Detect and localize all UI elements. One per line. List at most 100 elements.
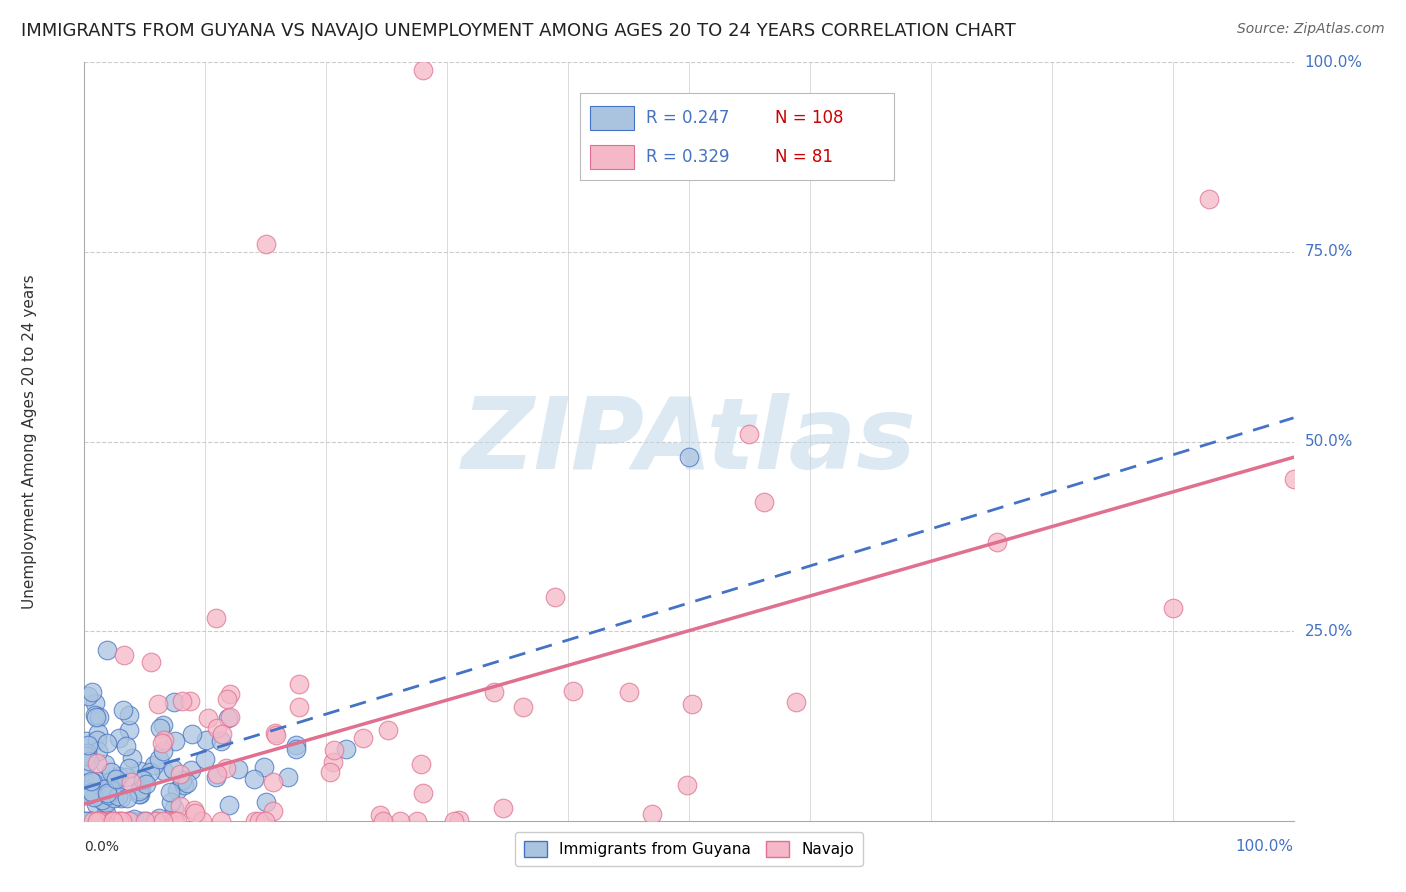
- Navajo: [219, 687, 242, 701]
- Immigrants from Guyana: [176, 775, 198, 789]
- Immigrants from Guyana: [135, 814, 157, 828]
- Immigrants from Guyana: [128, 787, 150, 801]
- Navajo: [205, 611, 228, 625]
- Immigrants from Guyana: [139, 765, 162, 780]
- Navajo: [641, 806, 664, 821]
- Navajo: [118, 814, 141, 828]
- Immigrants from Guyana: [83, 708, 105, 723]
- Navajo: [146, 697, 169, 711]
- Immigrants from Guyana: [108, 769, 131, 783]
- Immigrants from Guyana: [159, 785, 181, 799]
- Navajo: [139, 655, 162, 669]
- Immigrants from Guyana: [83, 790, 105, 805]
- Immigrants from Guyana: [96, 796, 118, 810]
- Navajo: [322, 756, 344, 770]
- Immigrants from Guyana: [87, 814, 110, 828]
- Immigrants from Guyana: [83, 697, 105, 711]
- Navajo: [153, 732, 176, 747]
- Navajo: [152, 814, 174, 828]
- Immigrants from Guyana: [100, 783, 122, 797]
- Immigrants from Guyana: [173, 778, 195, 792]
- Immigrants from Guyana: [205, 771, 228, 785]
- Navajo: [617, 685, 640, 699]
- Navajo: [145, 814, 167, 828]
- Immigrants from Guyana: [80, 785, 103, 799]
- Immigrants from Guyana: [87, 726, 110, 740]
- Immigrants from Guyana: [96, 736, 118, 750]
- Immigrants from Guyana: [77, 754, 100, 768]
- Immigrants from Guyana: [118, 707, 141, 722]
- Immigrants from Guyana: [76, 749, 98, 764]
- Navajo: [86, 756, 108, 770]
- Immigrants from Guyana: [93, 782, 115, 797]
- Immigrants from Guyana: [254, 795, 277, 809]
- Immigrants from Guyana: [96, 786, 118, 800]
- Immigrants from Guyana: [96, 643, 118, 657]
- Navajo: [449, 813, 471, 827]
- Immigrants from Guyana: [77, 738, 100, 752]
- Navajo: [682, 697, 704, 711]
- Immigrants from Guyana: [131, 814, 153, 828]
- Navajo: [785, 695, 807, 709]
- Immigrants from Guyana: [107, 731, 129, 745]
- Immigrants from Guyana: [107, 789, 129, 804]
- Immigrants from Guyana: [77, 690, 100, 704]
- Immigrants from Guyana: [117, 791, 139, 805]
- Navajo: [368, 807, 391, 822]
- Legend: Immigrants from Guyana, Navajo: Immigrants from Guyana, Navajo: [515, 831, 863, 866]
- Navajo: [209, 814, 232, 828]
- Text: ZIPAtlas: ZIPAtlas: [461, 393, 917, 490]
- Immigrants from Guyana: [82, 775, 104, 789]
- Immigrants from Guyana: [75, 734, 97, 748]
- Navajo: [288, 699, 311, 714]
- Immigrants from Guyana: [228, 762, 250, 776]
- Immigrants from Guyana: [162, 762, 184, 776]
- Immigrants from Guyana: [84, 710, 107, 724]
- Navajo: [986, 535, 1008, 549]
- Immigrants from Guyana: [122, 812, 145, 826]
- Navajo: [219, 710, 242, 724]
- Navajo: [247, 814, 270, 828]
- Navajo: [96, 814, 118, 828]
- Navajo: [253, 814, 276, 828]
- Immigrants from Guyana: [111, 703, 134, 717]
- Text: 0.0%: 0.0%: [84, 840, 120, 855]
- Navajo: [170, 693, 193, 707]
- Immigrants from Guyana: [163, 734, 186, 748]
- Immigrants from Guyana: [100, 764, 122, 779]
- Navajo: [134, 814, 156, 828]
- Immigrants from Guyana: [128, 788, 150, 802]
- Text: IMMIGRANTS FROM GUYANA VS NAVAJO UNEMPLOYMENT AMONG AGES 20 TO 24 YEARS CORRELAT: IMMIGRANTS FROM GUYANA VS NAVAJO UNEMPLO…: [21, 22, 1017, 40]
- Immigrants from Guyana: [284, 742, 307, 756]
- Navajo: [1282, 473, 1305, 487]
- Immigrants from Guyana: [335, 741, 357, 756]
- Immigrants from Guyana: [129, 781, 152, 796]
- Navajo: [264, 725, 287, 739]
- Navajo: [377, 723, 399, 738]
- Immigrants from Guyana: [117, 814, 139, 828]
- Navajo: [675, 778, 697, 792]
- Immigrants from Guyana: [114, 770, 136, 784]
- Navajo: [254, 237, 277, 252]
- Navajo: [752, 495, 775, 509]
- Navajo: [169, 767, 191, 781]
- Immigrants from Guyana: [218, 797, 240, 812]
- Navajo: [492, 801, 515, 815]
- Navajo: [1198, 192, 1220, 206]
- Navajo: [243, 814, 266, 828]
- Immigrants from Guyana: [277, 771, 299, 785]
- Navajo: [264, 728, 287, 742]
- Immigrants from Guyana: [180, 763, 202, 777]
- Navajo: [288, 676, 311, 690]
- Navajo: [205, 767, 228, 781]
- Text: 100.0%: 100.0%: [1236, 839, 1294, 855]
- Navajo: [107, 814, 129, 828]
- Navajo: [82, 814, 104, 828]
- Immigrants from Guyana: [181, 727, 204, 741]
- Immigrants from Guyana: [194, 752, 217, 766]
- Immigrants from Guyana: [86, 744, 108, 758]
- Navajo: [111, 814, 134, 828]
- Navajo: [108, 814, 131, 828]
- Navajo: [101, 814, 124, 828]
- Navajo: [157, 814, 180, 828]
